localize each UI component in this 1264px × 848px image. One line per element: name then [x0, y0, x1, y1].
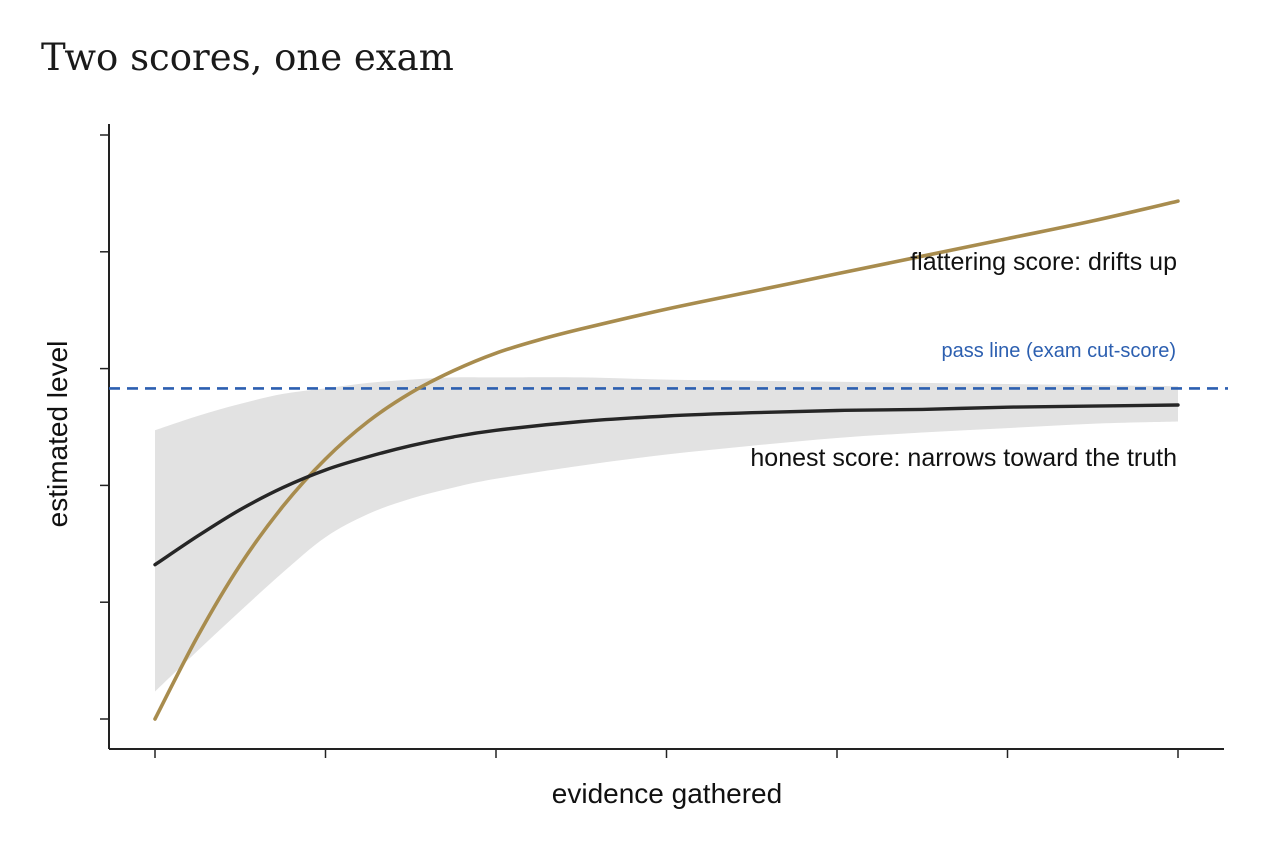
- honest-score-line: [153, 403, 1180, 567]
- y-axis-label: estimated level: [42, 341, 73, 528]
- pass-line-label: pass line (exam cut-score): [941, 340, 1176, 362]
- flattering-score-annotation: flattering score: drifts up: [910, 248, 1177, 276]
- x-axis-label: evidence gathered: [552, 778, 782, 809]
- label-layer: evidence gathered estimated level flatte…: [42, 248, 1177, 809]
- axes-layer: [100, 124, 1224, 758]
- uncertainty-band-layer: [155, 377, 1178, 692]
- series-layer: [153, 199, 1180, 721]
- flattering-score-line: [153, 199, 1180, 721]
- chart-title: Two scores, one exam: [41, 36, 454, 79]
- honest-score-uncertainty-band: [155, 377, 1178, 692]
- honest-score-annotation: honest score: narrows toward the truth: [750, 444, 1177, 472]
